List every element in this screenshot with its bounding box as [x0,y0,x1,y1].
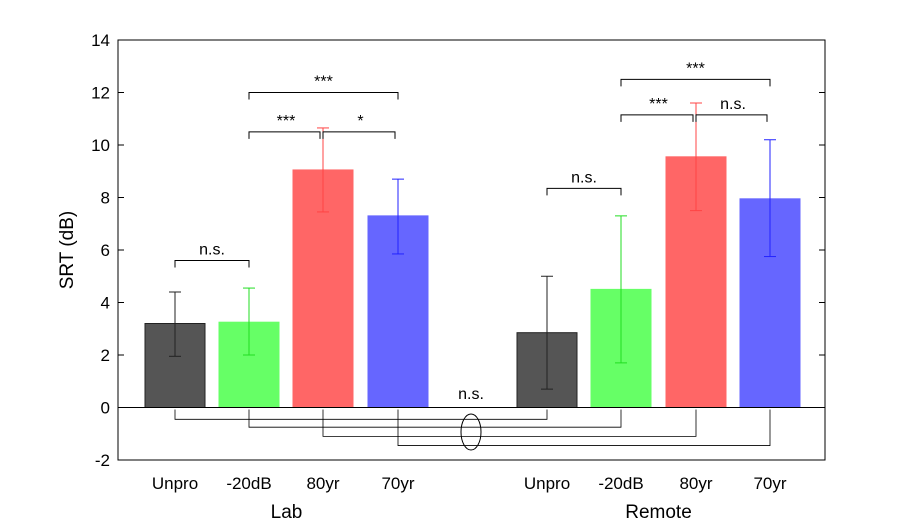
y-tick-label: 14 [91,31,110,50]
y-tick-label: 10 [91,136,110,155]
cross-comparison: n.s. [174,386,771,451]
x-tick-label: -20dB [598,474,643,493]
significance-bracket [695,114,768,122]
significance-label: *** [314,74,333,91]
y-tick-label: 8 [101,189,110,208]
cross-label: n.s. [458,386,484,403]
significance-bracket [322,131,396,139]
x-tick-label: 70yr [381,474,414,493]
cross-bracket [174,409,548,420]
cross-bracket [248,409,622,428]
significance-label: * [357,113,363,130]
significance-brackets: n.s.*** ****n.s.*** n.s.*** [174,60,771,268]
y-tick-label: 0 [101,399,110,418]
significance-label: *** [686,60,705,77]
bars [144,102,801,408]
cross-bracket [397,409,771,446]
y-tick-label: -2 [95,451,110,470]
significance-bracket [546,187,622,196]
significance-bracket [620,78,771,87]
significance-label: n.s. [720,96,746,113]
y-tick-label: 6 [101,241,110,260]
x-tick-label: -20dB [226,474,271,493]
y-tick-label: 2 [101,346,110,365]
y-tick-label: 12 [91,84,110,103]
y-axis: -2 0 2 4 6 8 10 12 14 [91,31,825,470]
x-tick-label: Unpro [152,474,198,493]
cross-bracket [322,409,697,437]
significance-bracket [620,114,694,122]
significance-label: *** [277,113,296,130]
x-tick-label: 80yr [679,474,712,493]
significance-bracket [248,131,321,139]
significance-label: n.s. [199,242,225,259]
x-tick-label: 70yr [753,474,786,493]
significance-label: n.s. [571,169,597,186]
significance-bracket [174,260,250,268]
y-tick-label: 4 [101,294,110,313]
significance-label: *** [649,96,668,113]
x-tick-label: 80yr [306,474,339,493]
group-label-remote: Remote [625,502,692,523]
x-axis-labels: Unpro -20dB 80yr 70yr Lab Unpro -20dB 80yr 70yr R… [152,474,787,523]
significance-bracket [248,92,399,100]
x-tick-label: Unpro [524,474,570,493]
cross-ellipse [460,413,482,451]
group-label-lab: Lab [271,502,303,523]
y-axis-title: SRT (dB) [57,211,78,290]
